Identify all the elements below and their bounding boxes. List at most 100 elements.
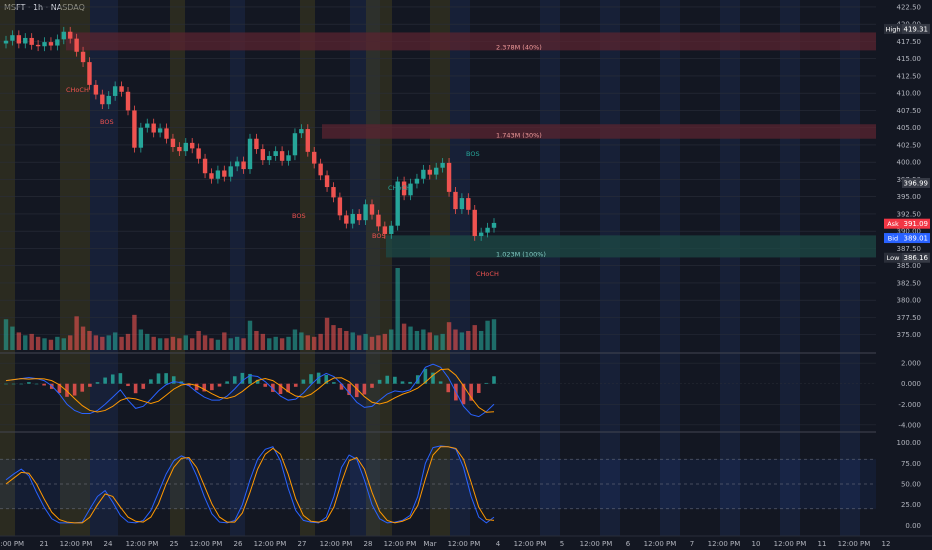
volume-bar (254, 330, 259, 350)
volume-bar (440, 333, 445, 350)
candle-body (305, 129, 310, 152)
session-band (660, 0, 680, 536)
candle-body (247, 138, 253, 170)
time-tick-label: 24 (104, 540, 113, 548)
zone-label: 1.743M (30%) (496, 132, 542, 140)
price-tick-label: 382.50 (897, 279, 922, 287)
candle-body (324, 175, 330, 188)
macd-histogram-bar (133, 383, 138, 394)
volume-bar (279, 338, 285, 350)
volume-zone (66, 32, 876, 51)
volume-bar (331, 325, 336, 350)
candle-body (190, 142, 195, 149)
price-tick-label: 412.50 (897, 72, 922, 80)
time-axis-bg (0, 536, 932, 550)
time-tick-label: 5 (560, 540, 564, 548)
volume-bar (292, 329, 298, 350)
candle-body (209, 173, 214, 179)
time-tick-label: Mar (423, 540, 436, 548)
time-tick-label: 12:00 PM (60, 540, 93, 548)
stoch-tick-label: 75.00 (901, 460, 921, 468)
candle-body (485, 227, 490, 233)
price-tick-label: 380.00 (897, 297, 922, 305)
session-band (60, 0, 90, 536)
macd-histogram-bar (362, 383, 367, 395)
time-tick-label: 6 (626, 540, 631, 548)
volume-bar (125, 333, 131, 350)
macd-histogram-bar (354, 383, 359, 398)
time-tick-label: 12:00 PM (126, 540, 159, 548)
candle-body (286, 155, 291, 161)
candle-body (196, 148, 201, 159)
volume-bar (80, 326, 86, 350)
volume-bar (55, 336, 60, 350)
stoch-tick-label: 0.00 (905, 522, 921, 530)
volume-bar (401, 323, 407, 350)
volume-bar (273, 336, 278, 350)
price-badge-value: 391.09 (904, 220, 929, 228)
price-tick-label: 400.00 (897, 159, 922, 167)
candle-body (356, 213, 362, 221)
volume-bar (151, 336, 156, 350)
time-tick-label: 7 (690, 540, 694, 548)
volume-bar (408, 326, 413, 350)
macd-histogram-bar (141, 383, 146, 389)
macd-histogram-bar (27, 382, 31, 384)
time-tick-label: 12:00 PM (580, 540, 613, 548)
signal-line (5, 368, 495, 413)
candle-body (55, 39, 60, 46)
volume-zone (386, 235, 876, 258)
candle-body (427, 169, 432, 175)
macd-histogram-bar (423, 368, 428, 384)
candle-body (80, 51, 86, 63)
candle-body (61, 31, 66, 40)
macd-histogram-bar (95, 382, 100, 384)
price-tick-label: 415.00 (897, 55, 922, 63)
stoch-tick-label: 25.00 (901, 501, 921, 509)
candle-body (459, 198, 465, 210)
macd-histogram-bar (286, 383, 290, 393)
volume-bar (157, 338, 163, 350)
volume-bar (453, 329, 458, 350)
macd-tick-label: -2.000 (898, 401, 921, 409)
candle-body (125, 91, 131, 111)
macd-histogram-bar (72, 383, 77, 396)
price-badge-bg (902, 233, 930, 244)
macd-histogram-bar (164, 373, 168, 384)
volume-bar (29, 333, 34, 350)
session-band (720, 0, 740, 536)
candle-body (312, 151, 317, 164)
macd-histogram-bar (248, 373, 252, 384)
price-badge-value: 396.99 (904, 179, 929, 187)
price-badge-value: 389.01 (904, 235, 929, 243)
time-tick-label: 12:00 PM (448, 540, 481, 548)
price-tick-label: 395.00 (897, 193, 922, 201)
volume-bar (145, 333, 150, 350)
price-badge-name: High (886, 25, 901, 33)
macd-histogram-bar (385, 375, 390, 384)
macd-histogram-bar (309, 374, 313, 384)
volume-bar (68, 335, 73, 350)
structure-label: CHoCH (66, 86, 89, 94)
price-badge-value: 419.31 (904, 25, 929, 33)
volume-bar (305, 335, 310, 350)
structure-label: CHoCH (476, 270, 499, 278)
stoch-k-line (5, 445, 495, 524)
price-badge-name: Low (887, 254, 900, 262)
zone-label: 2.378M (40%) (496, 43, 542, 51)
candle-body (87, 62, 92, 85)
candle-body (42, 42, 47, 47)
volume-bar (350, 332, 355, 350)
price-tick-label: 417.50 (897, 38, 922, 46)
macd-histogram-bar (34, 383, 39, 385)
price-tick-label: 410.00 (897, 90, 922, 98)
price-tick-label: 407.50 (897, 107, 922, 115)
candle-body (267, 155, 272, 161)
structure-label: BOS (292, 212, 306, 220)
price-tick-label: 402.50 (897, 141, 922, 149)
price-badge-name-bg (884, 252, 902, 263)
macd-histogram-bar (4, 383, 8, 385)
macd-tick-label: 2.000 (901, 360, 921, 368)
candle-body (414, 178, 420, 184)
